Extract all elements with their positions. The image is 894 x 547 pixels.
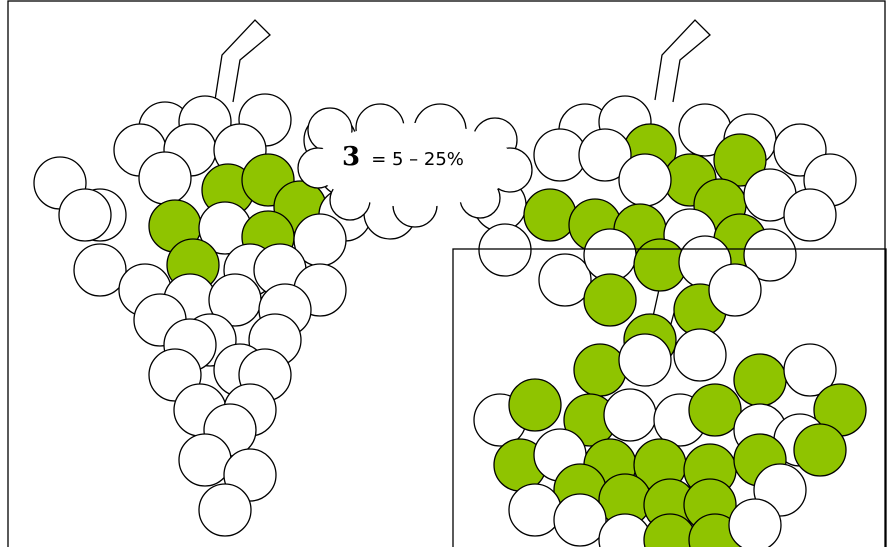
score: 3	[342, 142, 360, 172]
white-berry	[578, 128, 632, 182]
callout-text: 3 = 5 – 25%	[342, 142, 464, 172]
stem	[654, 19, 711, 103]
white-berry	[783, 343, 837, 397]
inset-frame	[452, 248, 887, 547]
green-berry	[688, 383, 742, 437]
white-berry	[743, 228, 797, 282]
white-berry	[73, 243, 127, 297]
white-berry	[553, 493, 607, 547]
range: = 5 – 25%	[371, 149, 464, 170]
green-berry	[573, 343, 627, 397]
white-berry	[478, 223, 532, 277]
white-berry	[673, 328, 727, 382]
green-berry	[793, 423, 847, 477]
white-berry	[618, 153, 672, 207]
white-berry	[728, 498, 782, 547]
outer-frame	[7, 0, 886, 547]
white-berry	[58, 188, 112, 242]
cloud-body	[315, 123, 515, 207]
white-berry	[708, 263, 762, 317]
green-berry	[583, 273, 637, 327]
grape-bunches	[33, 19, 867, 547]
white-berry	[178, 433, 232, 487]
white-berry	[533, 128, 587, 182]
white-berry	[583, 228, 637, 282]
green-berry	[523, 188, 577, 242]
white-berry	[783, 188, 837, 242]
green-berry	[508, 378, 562, 432]
white-berry	[603, 388, 657, 442]
white-berry	[198, 483, 252, 537]
white-berry	[618, 333, 672, 387]
callout-cloud	[297, 103, 533, 228]
green-berry	[633, 238, 687, 292]
green-berry	[733, 353, 787, 407]
white-berry	[538, 253, 592, 307]
white-berry	[138, 151, 192, 205]
green-berry	[713, 133, 767, 187]
stem	[214, 19, 271, 103]
white-berry	[508, 483, 562, 537]
